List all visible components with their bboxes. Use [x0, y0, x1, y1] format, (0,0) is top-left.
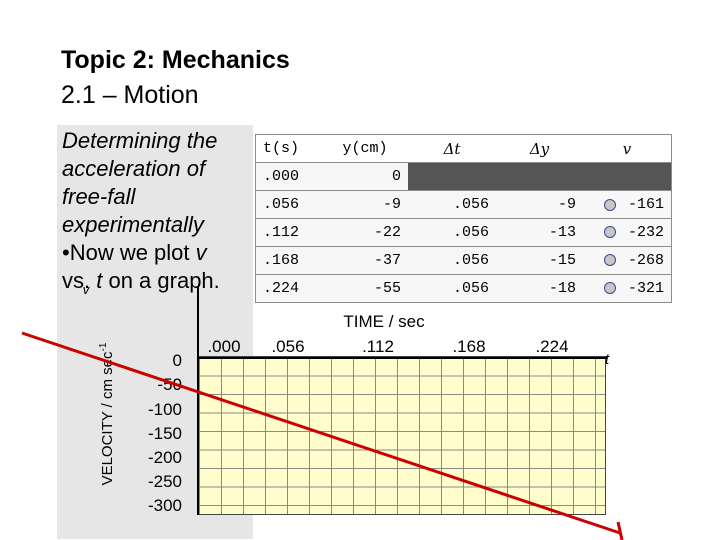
table-cell-blank — [496, 162, 583, 191]
description-line-6: vs. t on a graph. — [62, 267, 262, 295]
table-row: .224 -55 .056 -18 -321 — [255, 274, 672, 303]
table-header-row: t(s) y(cm) Δt Δy v — [255, 134, 672, 163]
row-marker-dot[interactable] — [604, 254, 616, 266]
row-marker-dot[interactable] — [604, 199, 616, 211]
description-line-1: Determining the — [62, 128, 218, 153]
slide-title: Topic 2: Mechanics — [61, 46, 290, 74]
table-cell: -37 — [322, 246, 408, 275]
y-tick-label: 0 — [172, 351, 182, 370]
table-cell: -15 — [496, 246, 583, 275]
row-marker-dot[interactable] — [604, 226, 616, 238]
overlap-v-label: v — [82, 282, 90, 297]
description-line-4: experimentally — [62, 212, 204, 237]
table-cell: -161 — [583, 190, 672, 219]
table-cell: .056 — [408, 218, 496, 247]
table-cell: 0 — [322, 162, 408, 191]
table-cell-blank — [583, 162, 672, 191]
t-axis-label: t — [605, 351, 610, 368]
y-tick-label: -250 — [147, 472, 182, 491]
description-line-2: acceleration of — [62, 156, 206, 181]
table-cell: -232 — [583, 218, 672, 247]
y-tick-label: -200 — [147, 448, 182, 467]
line6-suffix: on a graph. — [102, 268, 220, 293]
x-tick-label: .112 — [362, 337, 394, 356]
table-cell: -9 — [322, 190, 408, 219]
header-t: t(s) — [255, 134, 322, 163]
table-cell: .056 — [408, 246, 496, 275]
x-axis-title: TIME / sec — [343, 312, 425, 331]
table-cell: .168 — [255, 246, 322, 275]
y-tick-label: -100 — [147, 400, 182, 419]
table-row: .056 -9 .056 -9 -161 — [255, 190, 672, 219]
description-line-3: free-fall — [62, 184, 136, 209]
description-bullet: •Now we plot v — [62, 239, 262, 267]
header-y: y(cm) — [322, 134, 408, 163]
header-delta-t: Δt — [408, 134, 496, 163]
graph-x-axis — [197, 357, 607, 359]
slide-subtitle: 2.1 – Motion — [61, 81, 199, 109]
x-tick-label: .168 — [452, 337, 486, 356]
table-cell: -268 — [583, 246, 672, 275]
table-row: .000 0 — [255, 162, 672, 191]
line6-var: t — [96, 268, 103, 293]
row-marker-dot[interactable] — [604, 282, 616, 294]
table-cell: -22 — [322, 218, 408, 247]
data-table: t(s) y(cm) Δt Δy v .000 0 .056 -9 .056 -… — [255, 134, 672, 303]
table-cell: -55 — [322, 274, 408, 303]
bullet-var: v — [195, 240, 207, 265]
table-cell: .056 — [408, 274, 496, 303]
fit-line — [21, 331, 621, 535]
graph-grid — [198, 356, 606, 515]
table-cell: -13 — [496, 218, 583, 247]
header-delta-y: Δy — [496, 134, 583, 163]
x-tick-label: .056 — [271, 337, 305, 356]
table-cell: .056 — [408, 190, 496, 219]
x-tick-label: .224 — [535, 337, 569, 356]
table-cell: -18 — [496, 274, 583, 303]
table-cell: .056 — [255, 190, 322, 219]
table-cell: .000 — [255, 162, 322, 191]
x-tick-label: .000 — [207, 337, 241, 356]
table-cell: -9 — [496, 190, 583, 219]
table-row: .168 -37 .056 -15 -268 — [255, 246, 672, 275]
y-tick-label: -300 — [147, 496, 182, 515]
fit-line-tip — [616, 521, 624, 540]
header-v: v — [583, 134, 672, 163]
table-cell-blank — [408, 162, 496, 191]
line6-prefix: vs. — [62, 268, 97, 293]
table-cell: .224 — [255, 274, 322, 303]
bullet-prefix: •Now we plot — [62, 240, 196, 265]
y-tick-label: -150 — [147, 424, 182, 443]
graph-y-axis — [197, 287, 199, 515]
table-cell: -321 — [583, 274, 672, 303]
description-text: Determining the acceleration of free-fal… — [62, 127, 262, 295]
table-cell: .112 — [255, 218, 322, 247]
table-row: .112 -22 .056 -13 -232 — [255, 218, 672, 247]
